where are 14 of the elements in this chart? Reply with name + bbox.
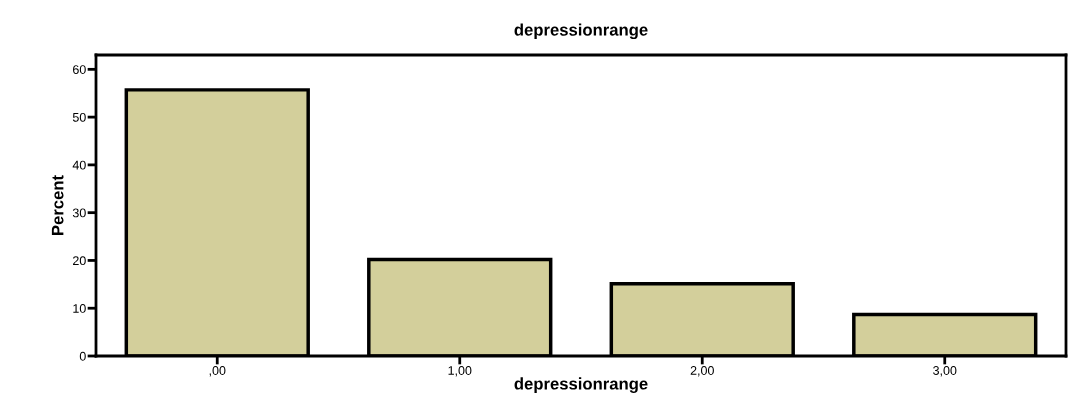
x-tick-label: ,00: [209, 366, 226, 377]
y-tick-label: 0: [79, 351, 86, 361]
x-tick-label: 3,00: [933, 366, 957, 377]
chart-title: depressionrange: [514, 23, 648, 40]
x-tick-label: 2,00: [690, 366, 714, 377]
x-axis-title: depressionrange: [514, 377, 648, 393]
y-tick-label: 10: [73, 304, 86, 313]
y-tick-label: 60: [73, 65, 86, 74]
x-tick-label: 1,00: [448, 366, 472, 377]
y-tick-label: 30: [72, 208, 86, 218]
y-tick-label: 20: [73, 256, 86, 266]
y-tick-label: 40: [72, 160, 86, 170]
y-axis-title: Percent: [51, 175, 64, 235]
y-tick-label: 50: [72, 112, 86, 122]
